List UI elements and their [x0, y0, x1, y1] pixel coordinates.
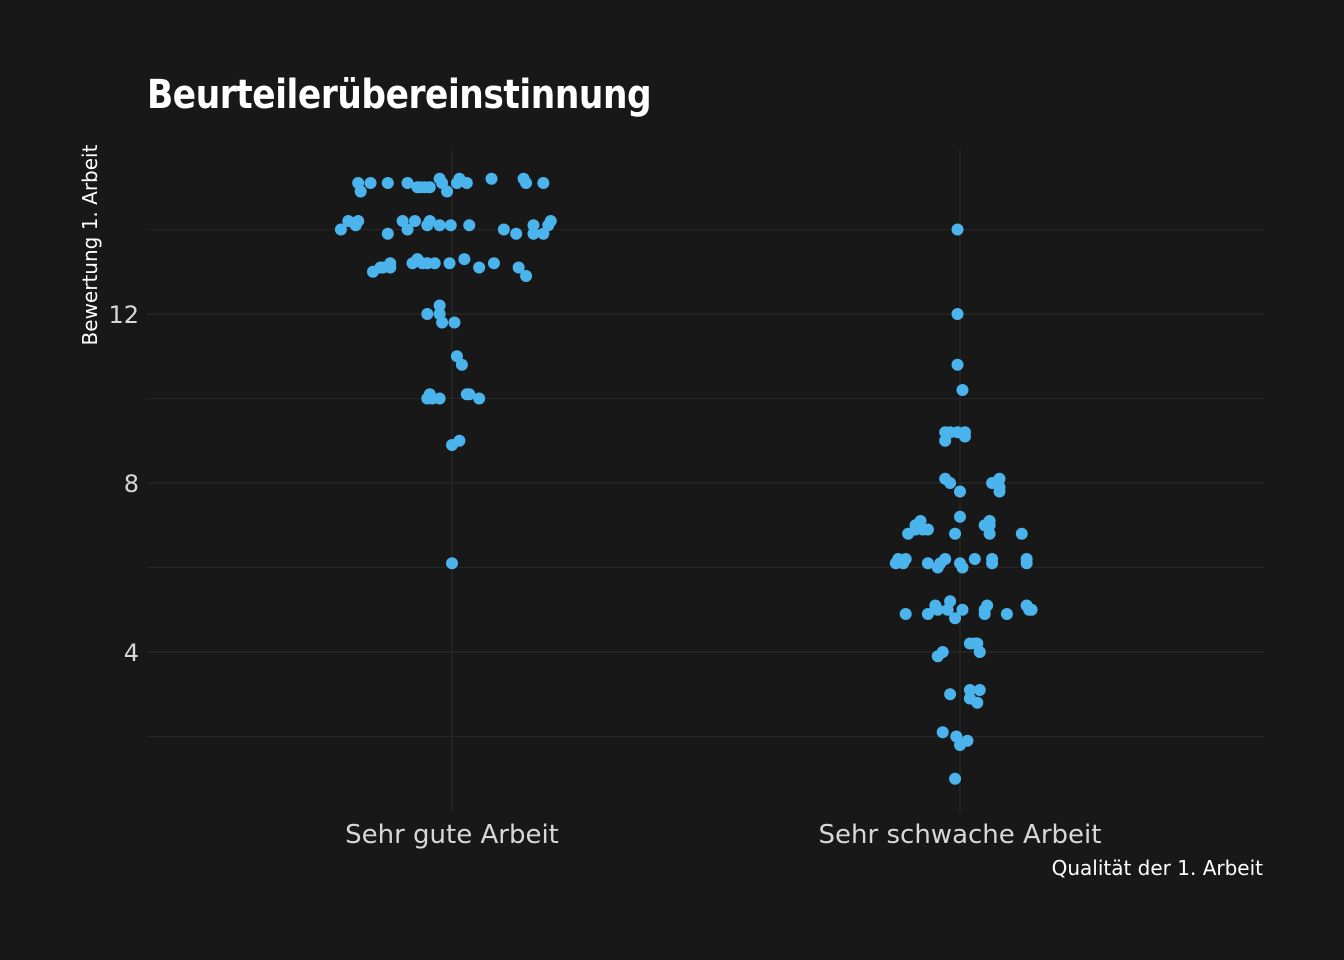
- data-point: [433, 392, 446, 405]
- data-point: [441, 185, 454, 198]
- data-point: [899, 607, 912, 620]
- data-point: [381, 177, 394, 190]
- data-point: [433, 219, 446, 232]
- y-tick-label: 8: [124, 470, 139, 498]
- data-points: [334, 172, 1038, 785]
- data-point: [921, 607, 934, 620]
- data-point: [487, 257, 500, 270]
- data-point: [983, 519, 996, 532]
- data-point: [983, 527, 996, 540]
- chart-title: Beurteilerübereinstinnung: [147, 72, 652, 118]
- data-point: [954, 485, 966, 498]
- data-point: [936, 726, 949, 739]
- data-point: [951, 358, 964, 371]
- data-point: [473, 392, 486, 405]
- data-point: [993, 485, 1006, 498]
- data-point: [899, 553, 912, 566]
- data-point: [458, 253, 471, 266]
- x-tick-labels: Sehr gute Arbeit Sehr schwache Arbeit: [345, 820, 1101, 850]
- data-point: [973, 646, 986, 658]
- data-point: [993, 472, 1006, 485]
- data-point: [444, 219, 457, 232]
- y-axis-label: Bewertung 1. Arbeit: [78, 144, 102, 345]
- data-point: [963, 684, 976, 697]
- data-point: [968, 553, 981, 566]
- data-point: [944, 477, 957, 489]
- data-point: [986, 557, 999, 570]
- data-point: [949, 772, 962, 785]
- y-tick-labels: 4 8 12: [108, 301, 139, 667]
- data-point: [512, 261, 525, 274]
- data-point: [436, 316, 449, 329]
- data-point: [949, 527, 962, 540]
- data-point: [485, 172, 498, 185]
- data-point: [949, 612, 962, 625]
- data-point: [421, 308, 434, 320]
- data-point: [463, 219, 476, 232]
- data-point: [423, 215, 436, 228]
- y-tick-label: 12: [108, 301, 139, 329]
- data-point: [1015, 527, 1028, 540]
- data-point: [381, 227, 394, 240]
- data-point: [956, 384, 969, 397]
- data-point: [944, 688, 957, 701]
- data-point: [544, 215, 557, 228]
- data-point: [460, 177, 473, 190]
- grid-lines: [147, 150, 1264, 812]
- data-point: [401, 177, 414, 190]
- data-point: [448, 316, 461, 329]
- data-point: [951, 223, 964, 236]
- data-point: [443, 257, 456, 270]
- data-point: [527, 219, 540, 232]
- data-point: [956, 603, 969, 616]
- data-point: [537, 177, 550, 190]
- data-point: [971, 696, 984, 709]
- x-axis-label: Qualität der 1. Arbeit: [1052, 856, 1264, 880]
- data-point: [954, 510, 966, 523]
- data-point: [939, 553, 952, 566]
- data-point: [981, 599, 994, 612]
- data-point: [423, 181, 436, 194]
- data-point: [961, 734, 974, 747]
- data-point: [527, 227, 540, 240]
- data-point: [1000, 607, 1013, 620]
- x-tick-label: Sehr schwache Arbeit: [819, 820, 1102, 850]
- y-tick-label: 4: [124, 639, 139, 667]
- x-tick-label: Sehr gute Arbeit: [345, 820, 559, 850]
- data-point: [921, 523, 934, 536]
- data-point: [956, 561, 969, 574]
- data-point: [973, 684, 986, 697]
- data-point: [408, 215, 421, 228]
- data-point: [428, 257, 441, 270]
- data-point: [951, 308, 964, 320]
- data-point: [958, 430, 971, 443]
- data-point: [453, 434, 466, 447]
- data-point: [520, 269, 533, 282]
- data-point: [921, 557, 934, 570]
- data-point: [936, 646, 949, 658]
- data-point: [401, 223, 414, 236]
- data-point: [931, 603, 944, 616]
- data-point: [364, 177, 377, 190]
- data-point: [520, 177, 533, 190]
- data-point: [446, 557, 458, 570]
- data-point: [384, 257, 397, 270]
- data-point: [497, 223, 510, 236]
- data-point: [944, 595, 957, 608]
- data-point: [433, 299, 446, 312]
- data-point: [473, 261, 486, 274]
- data-point: [510, 227, 523, 240]
- data-point: [1020, 553, 1033, 566]
- data-point: [352, 215, 365, 228]
- data-point: [354, 185, 367, 198]
- data-point: [334, 223, 347, 236]
- data-point: [463, 388, 476, 401]
- data-point: [455, 358, 468, 371]
- data-point: [1025, 603, 1038, 616]
